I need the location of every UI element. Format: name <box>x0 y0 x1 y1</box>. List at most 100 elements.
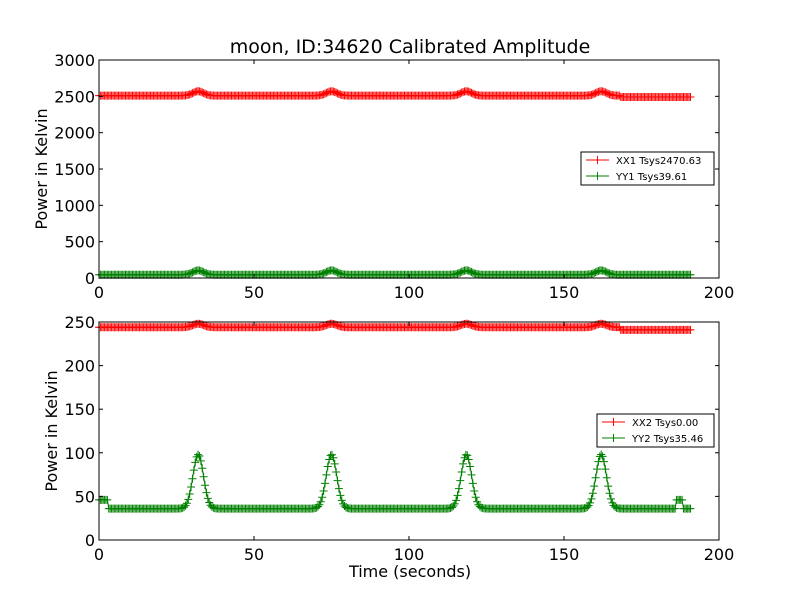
subplot-1: 0 50 100 150 200050010001500200025003000Powe… <box>32 51 734 302</box>
data-point <box>602 473 611 482</box>
data-point <box>185 489 194 498</box>
data-point <box>198 464 207 473</box>
x-axis-title: Time (seconds) <box>348 562 471 581</box>
y-tick-label: 200 <box>64 357 95 376</box>
data-point <box>323 462 332 471</box>
x-tick-label: 150 <box>549 283 580 302</box>
y-tick-label: 50 <box>75 487 95 506</box>
data-point <box>686 93 695 102</box>
data-point <box>461 450 470 459</box>
data-point <box>606 494 615 503</box>
data-point <box>336 491 345 500</box>
data-point <box>457 467 466 476</box>
data-point <box>686 504 695 513</box>
y-tick-label: 250 <box>64 313 95 332</box>
x-tick-label: 50 <box>244 545 264 564</box>
data-point <box>329 453 338 462</box>
data-point <box>195 452 204 461</box>
data-point <box>586 498 595 507</box>
data-point <box>590 482 599 491</box>
legend-label: XX2 Tsys0.00 <box>632 418 698 429</box>
data-point <box>604 482 613 491</box>
subplot-2: 0 50 100 150 200 0 50 100 150 200 250 Power in Kelv… <box>42 313 734 564</box>
legend-marker <box>593 172 602 180</box>
data-point <box>591 473 600 482</box>
legend-label: XX1 Tsys2470.63 <box>616 156 701 167</box>
data-point <box>318 493 327 502</box>
y-tick-label: 150 <box>64 400 95 419</box>
data-point <box>464 455 473 464</box>
data-point <box>330 459 339 468</box>
data-point <box>191 458 200 467</box>
x-tick-label: 0 <box>94 283 104 302</box>
data-point <box>471 493 480 502</box>
data-point <box>587 494 596 503</box>
data-point <box>203 494 212 503</box>
data-point <box>337 496 346 505</box>
data-point <box>196 456 205 465</box>
data-point <box>454 484 463 493</box>
legend-label: YY2 Tsys35.46 <box>631 434 703 445</box>
data-point <box>466 462 475 471</box>
plots: 0 50 100 150 200050010001500200025003000Powe… <box>32 51 734 564</box>
y-tick-label: 100 <box>64 444 95 463</box>
data-point <box>202 488 211 497</box>
data-point <box>182 499 191 508</box>
y-axis-title: Power in Kelvin <box>32 108 51 229</box>
series-1-2 <box>95 266 695 279</box>
y-tick-label: 500 <box>64 233 95 252</box>
x-tick-label: 100 <box>394 283 425 302</box>
data-point <box>686 325 695 334</box>
data-point <box>467 470 476 479</box>
data-point <box>452 496 461 505</box>
x-tick-label: 150 <box>549 545 580 564</box>
y-tick-label: 2000 <box>54 124 95 143</box>
data-point <box>456 476 465 485</box>
data-point <box>470 487 479 496</box>
data-point <box>201 481 210 490</box>
data-point <box>598 452 607 461</box>
data-point <box>199 472 208 481</box>
data-point <box>316 497 325 506</box>
legend: XX1 Tsys2470.63 YY1 Tsys39.61 <box>580 151 715 186</box>
series-2-2 <box>95 450 695 513</box>
data-point <box>319 487 328 496</box>
data-point <box>333 476 342 485</box>
data-point <box>189 466 198 475</box>
data-point <box>332 467 341 476</box>
data-point <box>593 465 602 474</box>
legend-box <box>580 151 715 186</box>
data-point <box>453 491 462 500</box>
series-1-1 <box>95 87 695 102</box>
data-point <box>468 479 477 488</box>
data-point <box>450 499 459 508</box>
legend-marker <box>609 434 618 442</box>
data-point <box>320 479 329 488</box>
legend-marker <box>609 418 618 426</box>
data-point <box>187 482 196 491</box>
data-point <box>325 455 334 464</box>
x-tick-label: 0 <box>94 545 104 564</box>
y-tick-label: 0 <box>85 531 95 550</box>
legend-box <box>596 413 715 448</box>
data-point <box>194 450 203 459</box>
data-point <box>459 459 468 468</box>
data-point <box>588 489 597 498</box>
data-point <box>597 450 606 459</box>
data-point <box>314 502 323 511</box>
data-point <box>686 270 695 279</box>
chart-title: moon, ID:34620 Calibrated Amplitude <box>230 36 591 58</box>
y-tick-label: 1000 <box>54 196 95 215</box>
data-point <box>583 502 592 511</box>
data-point <box>599 457 608 466</box>
y-tick-label: 1500 <box>54 160 95 179</box>
data-point <box>605 489 614 498</box>
x-tick-label: 50 <box>244 283 264 302</box>
data-point <box>322 470 331 479</box>
x-tick-label: 200 <box>704 545 735 564</box>
legend-label: YY1 Tsys39.61 <box>615 172 687 183</box>
data-point <box>678 495 687 504</box>
x-tick-label: 200 <box>704 283 735 302</box>
y-tick-label: 0 <box>85 269 95 288</box>
legend-marker <box>593 156 602 164</box>
